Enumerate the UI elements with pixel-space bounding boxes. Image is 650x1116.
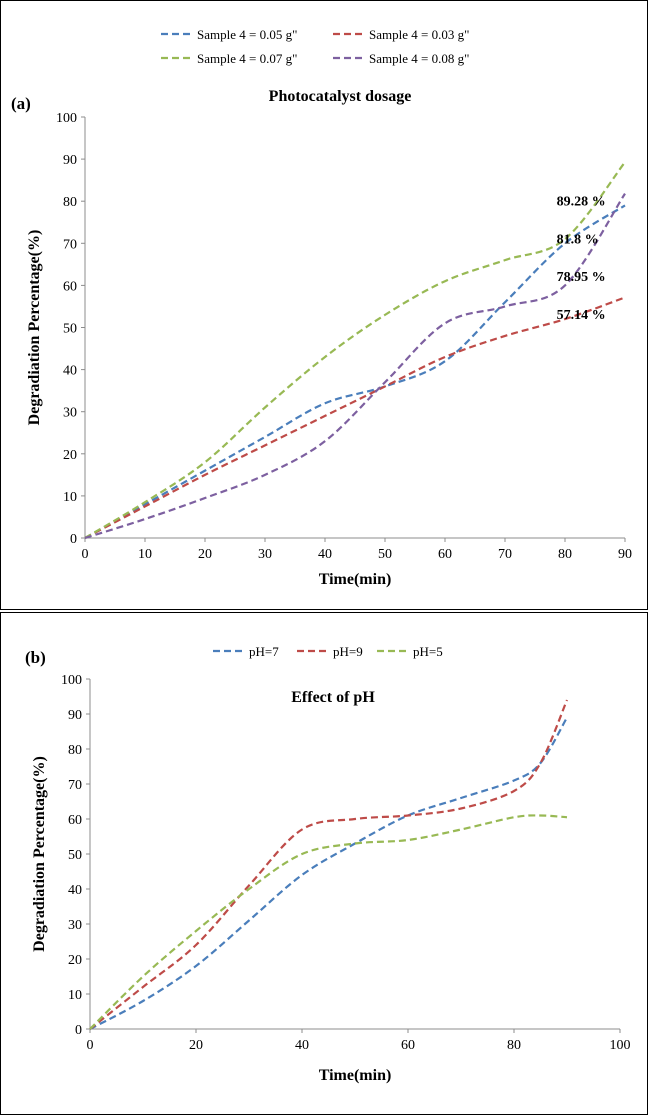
x-tick-label: 100 [610, 1038, 631, 1053]
series-line-2 [84, 296, 626, 539]
series-line-2 [89, 699, 569, 1030]
y-tick-label: 0 [75, 1023, 82, 1038]
x-tick-label: 90 [618, 547, 632, 562]
x-axis-label: Time(min) [319, 571, 392, 588]
panel-label: (b) [25, 648, 46, 667]
data-label: 78.95 % [557, 270, 606, 285]
legend-entry-4: Sample 4 = 0.08 g" [369, 51, 469, 66]
y-tick-label: 60 [68, 813, 82, 828]
x-tick-label: 50 [378, 547, 392, 562]
chart-title: Effect of pH [291, 689, 375, 706]
series-line-1 [89, 716, 568, 1030]
y-tick-label: 90 [68, 708, 82, 723]
y-tick-label: 100 [61, 673, 82, 688]
x-tick-label: 10 [138, 547, 152, 562]
y-tick-label: 70 [63, 237, 77, 252]
x-tick-label: 70 [498, 547, 512, 562]
legend-entry-1: pH=7 [249, 644, 279, 659]
x-tick-label: 30 [258, 547, 272, 562]
legend-entry-2: Sample 4 = 0.03 g" [369, 27, 469, 42]
y-tick-label: 20 [63, 448, 77, 463]
y-tick-label: 40 [68, 883, 82, 898]
y-tick-label: 30 [68, 918, 82, 933]
x-tick-label: 0 [87, 1038, 94, 1053]
chart-title: Photocatalyst dosage [269, 88, 412, 105]
y-tick-label: 100 [56, 111, 77, 126]
y-tick-label: 80 [68, 743, 82, 758]
x-tick-label: 40 [295, 1038, 309, 1053]
data-label: 81.8 % [557, 232, 599, 247]
series-line-3 [89, 814, 568, 1030]
data-label: 57.14 % [557, 308, 606, 323]
x-tick-label: 80 [558, 547, 572, 562]
y-axis-label: Degradiation Percentage(%) [31, 756, 48, 952]
y-tick-label: 60 [63, 279, 77, 294]
y-tick-label: 10 [68, 988, 82, 1003]
chart-a-svg: 0 10 20 30 40 50 60 70 80 90 100 0 10 20 30 40 50 60 70 80 9… [11, 27, 632, 588]
chart-panel-a: 0 10 20 30 40 50 60 70 80 90 100 0 10 20 30 40 50 60 70 80 9… [0, 0, 648, 610]
y-tick-label: 40 [63, 364, 77, 379]
series-line-1 [84, 204, 626, 539]
y-tick-label: 80 [63, 195, 77, 210]
x-tick-label: 20 [198, 547, 212, 562]
x-tick-label: 60 [401, 1038, 415, 1053]
legend-entry-1: Sample 4 = 0.05 g" [197, 27, 297, 42]
y-tick-label: 50 [68, 848, 82, 863]
x-tick-label: 0 [82, 547, 89, 562]
series-line-3 [84, 161, 626, 539]
y-tick-label: 50 [63, 322, 77, 337]
data-label: 89.28 % [557, 194, 606, 209]
y-tick-label: 20 [68, 953, 82, 968]
x-tick-label: 40 [318, 547, 332, 562]
y-axis-label: Degradiation Percentage(%) [26, 230, 43, 426]
legend-entry-3: Sample 4 = 0.07 g" [197, 51, 297, 66]
x-tick-label: 20 [189, 1038, 203, 1053]
x-tick-label: 80 [507, 1038, 521, 1053]
chart-b-svg: 0 10 20 30 40 50 60 70 80 90 100 0 20 40 60 80 100 Effect… [25, 644, 631, 1084]
y-tick-label: 70 [68, 778, 82, 793]
chart-panel-b: 0 10 20 30 40 50 60 70 80 90 100 0 20 40 60 80 100 Effect… [0, 612, 648, 1115]
y-tick-label: 10 [63, 490, 77, 505]
panel-label: (a) [11, 94, 31, 113]
y-tick-label: 0 [70, 532, 77, 547]
series-line-4 [84, 193, 626, 540]
legend-entry-2: pH=9 [333, 644, 363, 659]
legend-entry-3: pH=5 [413, 644, 443, 659]
y-tick-label: 90 [63, 153, 77, 168]
x-tick-label: 60 [438, 547, 452, 562]
x-axis-label: Time(min) [319, 1067, 392, 1084]
y-tick-label: 30 [63, 406, 77, 421]
